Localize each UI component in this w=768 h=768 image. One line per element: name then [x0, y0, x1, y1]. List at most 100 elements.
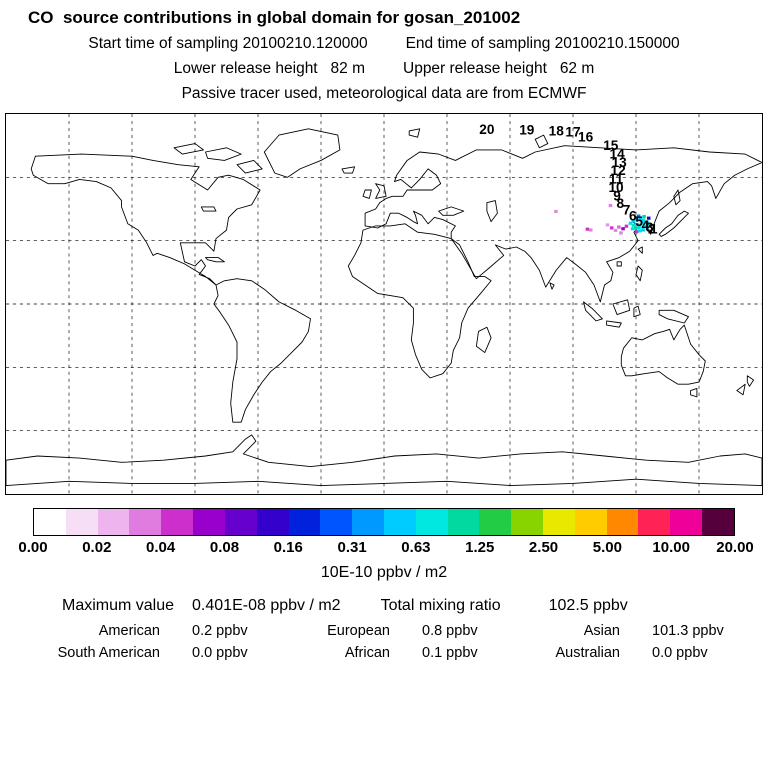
colorbar-cell: [479, 509, 512, 535]
colorbar-tick-label: 5.00: [592, 539, 622, 556]
region-label: Australian: [555, 645, 620, 661]
summary-stats-line: Maximum value 0.401E-08 ppbv / m2 Total …: [0, 597, 768, 615]
trajectory-hour-label: 18: [549, 124, 565, 139]
coast-arctic-islands: [173, 128, 549, 174]
colorbar-tick-label: 20.00: [716, 539, 754, 556]
trajectory-hour-label: 5: [635, 214, 643, 229]
release-height-line: Lower release height 82 m Upper release …: [0, 60, 768, 78]
colorbar-cell: [129, 509, 162, 535]
plume-cell: [619, 231, 623, 235]
source-contribution-plume: [554, 203, 652, 235]
plume-cell: [643, 224, 648, 228]
plume-cell: [641, 218, 646, 222]
colorbar: [33, 508, 735, 536]
trajectory-hour-label: 10: [608, 180, 624, 195]
plume-cell: [630, 227, 635, 231]
region-value: 0.0 ppbv: [652, 645, 708, 661]
coast-madagascar: [475, 326, 492, 353]
plume-cell: [641, 228, 646, 232]
sampling-start-text: Start time of sampling 20100210.120000: [88, 35, 368, 52]
tracer-line: Passive tracer used, meteorological data…: [0, 85, 768, 103]
coast-caspian-black-sea: [438, 200, 498, 223]
plume-cell: [635, 218, 639, 222]
colorbar-tick-label: 1.25: [465, 539, 495, 556]
region-label: Asian: [583, 623, 620, 639]
region-value: 0.2 ppbv: [192, 623, 248, 639]
colorbar-tick-label: 10.00: [652, 539, 690, 556]
trajectory-hour-label: 12: [611, 163, 627, 178]
coast-indonesia: [583, 299, 689, 328]
plume-cell: [609, 226, 614, 230]
plume-cell: [621, 227, 625, 231]
page-title: CO source contributions in global domain…: [28, 8, 521, 27]
coast-caribbean: [205, 257, 225, 263]
coastlines: [6, 128, 762, 486]
colorbar-tick-label: 0.16: [273, 539, 303, 556]
total-mixing-ratio-label: Total mixing ratio: [380, 597, 501, 614]
colorbar-cell: [606, 509, 639, 535]
plume-cell: [642, 214, 646, 219]
coast-japan: [658, 210, 689, 237]
coast-iceland: [341, 166, 356, 174]
trajectory-hour-label: 8: [616, 196, 624, 211]
colorbar-cell: [638, 509, 671, 535]
plume-cell: [613, 228, 618, 233]
colorbar-tick-label: 0.31: [337, 539, 367, 556]
plume-cell: [641, 221, 646, 225]
plume-cell: [605, 223, 610, 227]
plume-cell: [636, 214, 641, 218]
plume-cell: [647, 223, 652, 227]
coast-british-isles: [362, 183, 387, 199]
plume-cell: [638, 217, 643, 221]
total-mixing-ratio-value: 102.5 ppbv: [548, 597, 628, 614]
colorbar-cell: [383, 509, 416, 535]
colorbar-units-label: 10E-10 ppbv / m2: [320, 564, 448, 581]
plume-cell: [638, 229, 642, 233]
colorbar-cell: [256, 509, 289, 535]
plume-cell: [635, 222, 639, 227]
colorbar-cell: [543, 509, 575, 535]
plume-cell: [637, 225, 641, 230]
plot-header: CO source contributions in global domain…: [0, 0, 768, 103]
graticule-lines: [6, 114, 762, 494]
region-value: 101.3 ppbv: [652, 623, 724, 639]
colorbar-tick-label: 0.63: [401, 539, 431, 556]
trajectory-hour-label: 16: [578, 129, 594, 144]
coast-antarctica: [6, 434, 762, 486]
region-value: 0.1 ppbv: [422, 645, 478, 661]
colorbar-cell: [320, 509, 353, 535]
colorbar-tick-label: 0.00: [18, 539, 48, 556]
colorbar-cell: [97, 509, 130, 535]
colorbar-tick-label: 0.04: [146, 539, 176, 556]
trajectory-hour-label: 17: [565, 124, 580, 139]
plume-cell: [554, 209, 558, 214]
trajectory-hour-label: 11: [609, 172, 624, 187]
region-label: American: [98, 623, 160, 639]
contribution-grid: American 0.2 ppbv European 0.8 ppbv Asian 101…: [24, 623, 744, 661]
plume-cell: [631, 223, 636, 227]
region-value: 0.8 ppbv: [422, 623, 478, 639]
coast-eurasia: [364, 145, 762, 303]
coast-sakhalin: [673, 189, 681, 206]
trajectory-hour-label: 9: [613, 189, 621, 204]
trajectory-hour-label: 15: [603, 138, 619, 153]
colorbar-tick-label: 0.02: [82, 539, 112, 556]
coast-north-america: [30, 153, 261, 286]
colorbar-cell: [511, 509, 543, 535]
plume-cell: [646, 216, 651, 220]
colorbar-cell: [161, 509, 194, 535]
plume-cell: [644, 227, 649, 231]
trajectory-hour-label: 4: [642, 218, 650, 233]
colorbar-cell: [65, 509, 98, 535]
plume-cell: [624, 224, 629, 228]
colorbar-cell: [702, 509, 734, 535]
trajectory-hour-label: 6: [629, 209, 637, 224]
coast-taiwan-hainan: [616, 246, 643, 267]
coast-south-america: [213, 278, 311, 423]
plume-cell: [585, 227, 590, 231]
sampling-end-text: End time of sampling 20100210.150000: [405, 35, 680, 52]
colorbar-tick-label: 0.08: [209, 539, 240, 556]
map-frame: 20 19 18 17 16 15 14 13 12 11 10 9 8 7 6 5 4 3 2 1: [5, 113, 763, 495]
plume-cell: [640, 225, 645, 229]
